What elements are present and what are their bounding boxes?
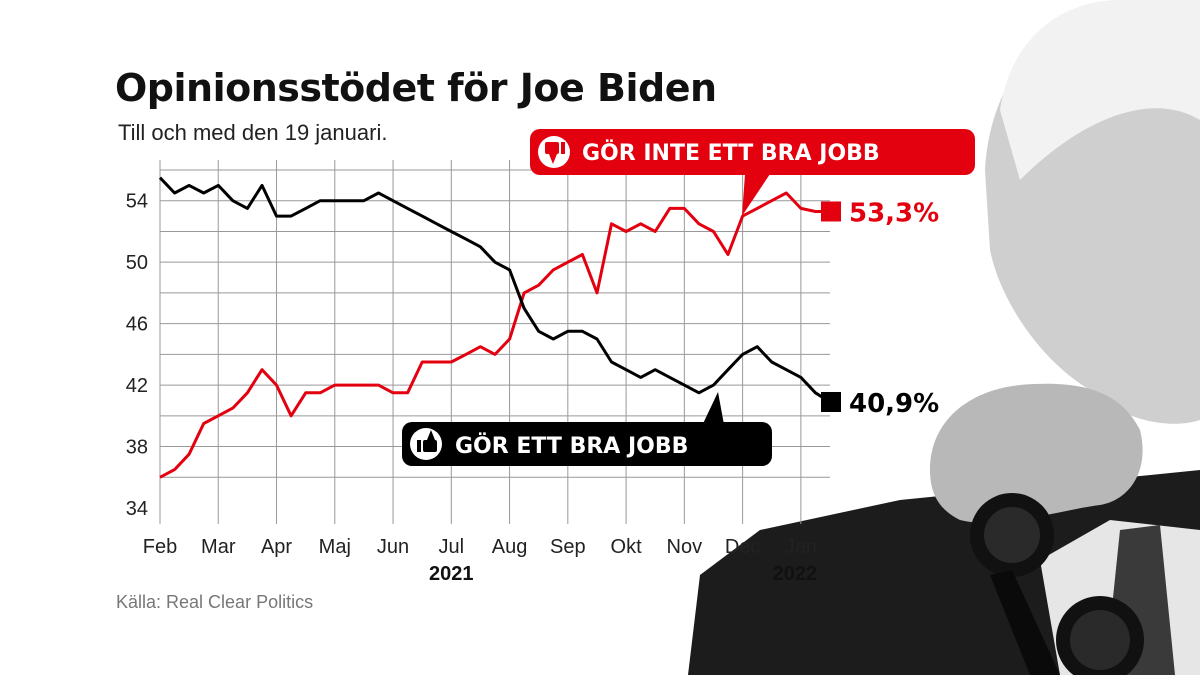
end-marker-1 <box>821 391 841 412</box>
x-tick-label: Feb <box>143 536 177 558</box>
y-tick-label: 50 <box>126 252 148 274</box>
y-tick-label: 46 <box>126 314 148 336</box>
callout-label: GÖR ETT BRA JOBB <box>455 433 688 459</box>
x-tick-label: Sep <box>550 536 586 558</box>
callout-pointer <box>742 174 770 216</box>
x-tick-label: Maj <box>319 536 351 558</box>
x-tick-label: Nov <box>667 536 703 558</box>
icon-thumb <box>427 430 435 440</box>
microphones <box>970 493 1144 675</box>
thumbs-down-icon <box>538 136 570 168</box>
x-tick-label: Jun <box>377 536 409 558</box>
x-axis-ticks: Feb Mar Apr Maj Jun Jul Aug Sep Okt Nov Dec Jan <box>143 536 817 558</box>
x-tick-label: Jul <box>439 536 465 558</box>
callout-label: GÖR INTE ETT BRA JOBB <box>582 140 880 166</box>
source-note: Källa: Real Clear Politics <box>116 592 314 612</box>
x-tick-label: Aug <box>492 536 528 558</box>
callouts: GÖR INTE ETT BRA JOBB GÖR ETT BRA JOBB <box>402 129 975 466</box>
portrait-hair <box>1000 0 1200 180</box>
series-line-1 <box>158 176 831 404</box>
icon-cuff <box>417 440 421 452</box>
icon-palm <box>423 440 437 452</box>
series-line-0 <box>159 191 830 479</box>
callout-disapprove: GÖR INTE ETT BRA JOBB <box>530 129 975 216</box>
y-tick-label: 38 <box>126 437 148 459</box>
x-tick-label: Jan <box>785 536 817 558</box>
year-label: 2022 <box>773 563 818 585</box>
end-marker-0 <box>821 201 841 222</box>
thumbs-up-icon <box>410 428 442 460</box>
y-tick-label: 34 <box>126 498 148 520</box>
y-tick-label: 42 <box>126 375 148 397</box>
x-tick-label: Apr <box>261 536 292 558</box>
callout-approve: GÖR ETT BRA JOBB <box>402 392 772 466</box>
x-tick-label: Mar <box>201 536 236 558</box>
icon-palm <box>545 142 559 154</box>
callout-pointer <box>700 392 725 430</box>
portrait-hand <box>930 383 1143 523</box>
year-labels: 2021 2022 <box>429 563 817 585</box>
y-tick-label: 54 <box>126 191 148 213</box>
year-label: 2021 <box>429 563 474 585</box>
x-tick-label: Dec <box>725 536 761 558</box>
icon-cuff <box>561 142 565 154</box>
end-value-label-1: 40,9% <box>849 389 939 419</box>
chart-grid <box>159 160 830 524</box>
x-tick-label: Okt <box>611 536 643 558</box>
end-markers: 53,3% 40,9% <box>821 198 939 419</box>
callout-box <box>402 422 772 466</box>
chart-title: Opinionsstödet för Joe Biden <box>115 66 717 110</box>
series-lines <box>158 176 831 479</box>
chart-subtitle: Till och med den 19 januari. <box>118 120 388 145</box>
icon-thumb <box>549 154 557 164</box>
y-axis-ticks: 34 38 42 46 50 54 <box>126 191 148 520</box>
end-value-label-0: 53,3% <box>849 198 939 228</box>
callout-box <box>530 129 975 175</box>
